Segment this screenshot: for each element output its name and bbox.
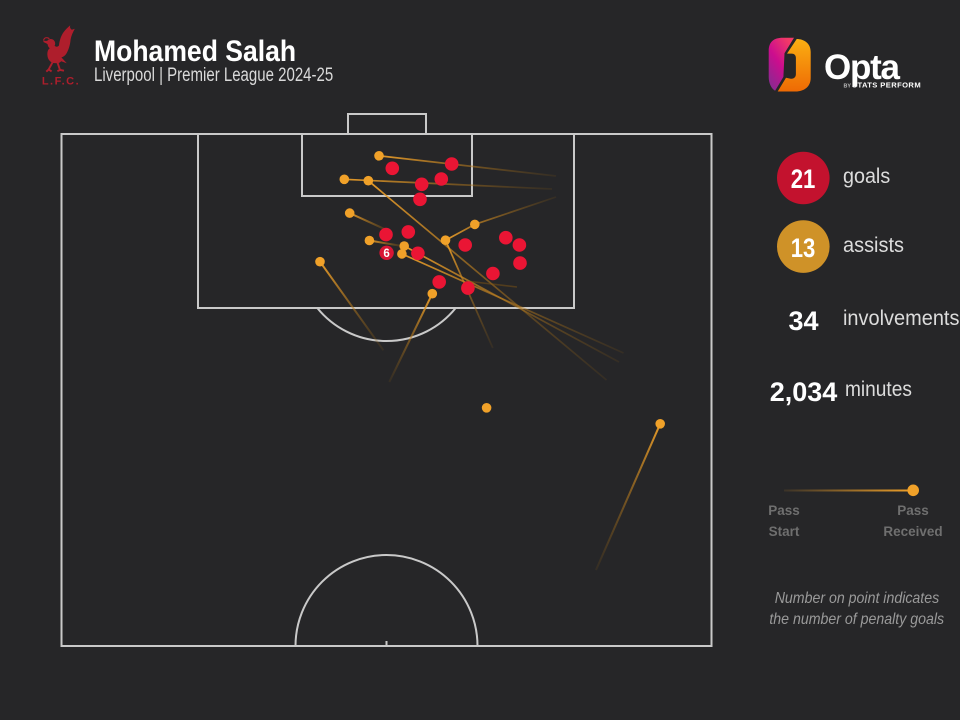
svg-text:Opta: Opta xyxy=(824,48,901,87)
svg-text:STATS PERFORM: STATS PERFORM xyxy=(852,81,921,90)
svg-text:BY: BY xyxy=(844,83,852,89)
svg-text:6: 6 xyxy=(383,248,389,260)
svg-text:L.F.C.: L.F.C. xyxy=(42,76,80,88)
